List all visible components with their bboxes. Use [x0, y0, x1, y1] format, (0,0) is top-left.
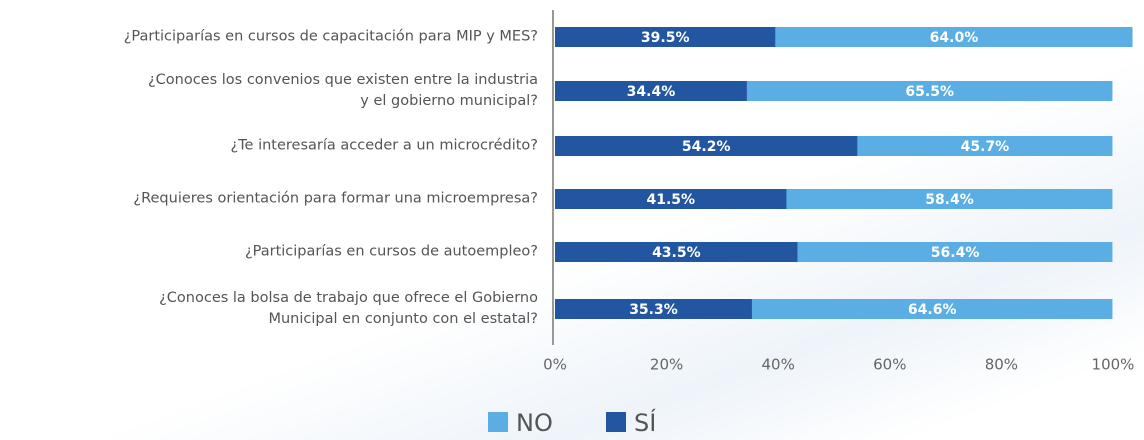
category-label: ¿Conoces los convenios que existen entre…: [147, 72, 538, 109]
category-label: ¿Participarías en cursos de autoempleo?: [244, 243, 538, 260]
bar-segment: [555, 27, 776, 47]
legend-label: SÍ: [634, 408, 656, 437]
value-label: 39.5%: [641, 30, 690, 46]
x-tick-label: 40%: [762, 356, 795, 374]
value-label: 64.0%: [930, 30, 979, 46]
x-tick-label: 60%: [873, 356, 906, 374]
bar-segment: [797, 242, 1113, 262]
x-tick-label: 0%: [543, 356, 567, 374]
value-label: 58.4%: [925, 192, 974, 208]
bar-segment: [751, 299, 1113, 319]
value-label: 41.5%: [646, 192, 695, 208]
bar-segment: [555, 299, 752, 319]
legend-swatch: [488, 412, 508, 432]
value-label: 35.3%: [629, 302, 678, 318]
bar-segment: [555, 81, 747, 101]
value-label: 64.6%: [908, 302, 957, 318]
value-label: 56.4%: [931, 245, 980, 261]
category-label: ¿Requieres orientación para formar una m…: [133, 190, 538, 207]
x-tick-label: 100%: [1092, 356, 1135, 374]
value-label: 54.2%: [682, 139, 731, 155]
value-label: 45.7%: [961, 139, 1010, 155]
x-tick-label: 80%: [985, 356, 1018, 374]
value-label: 34.4%: [627, 84, 676, 100]
legend-label: NO: [516, 409, 553, 437]
bar-segment: [555, 189, 787, 209]
x-tick-label: 20%: [650, 356, 683, 374]
bar-segment: [857, 136, 1113, 156]
value-label: 43.5%: [652, 245, 701, 261]
category-label: ¿Conoces la bolsa de trabajo que ofrece …: [159, 290, 538, 327]
bar-segment: [786, 189, 1113, 209]
legend-swatch: [606, 412, 626, 432]
bar-segment: [555, 136, 858, 156]
bar-segment: [775, 27, 1133, 47]
category-label: ¿Te interesaría acceder a un microcrédit…: [230, 137, 538, 154]
bar-segment: [555, 242, 798, 262]
category-label: ¿Participarías en cursos de capacitación…: [123, 28, 538, 45]
bar-segment: [746, 81, 1113, 101]
value-label: 65.5%: [905, 84, 954, 100]
